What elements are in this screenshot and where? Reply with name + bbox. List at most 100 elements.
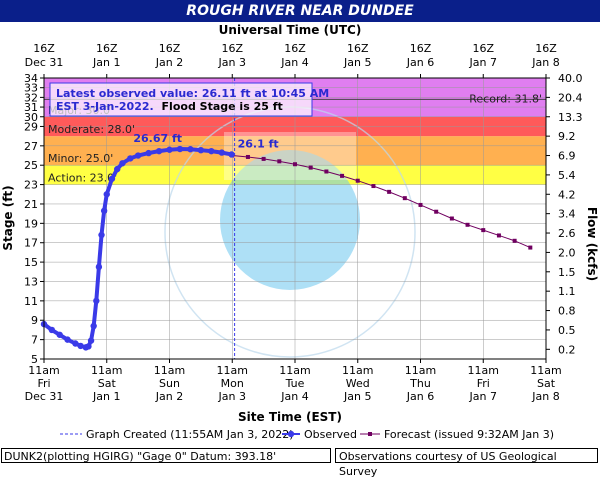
- site-tick-time: 11am: [279, 364, 310, 377]
- site-tick-time: 11am: [468, 364, 499, 377]
- site-tick-day: Fri: [477, 377, 490, 390]
- site-tick-day: Thu: [409, 377, 431, 390]
- observed-point: [119, 160, 126, 167]
- site-tick-date: Jan 8: [531, 390, 559, 403]
- forecast-point: [434, 209, 439, 214]
- observed-point: [145, 149, 152, 157]
- stage-tick-label: 15: [24, 256, 38, 269]
- flood-label-minor: Minor: 25.0': [48, 152, 113, 165]
- observed-point: [64, 336, 71, 343]
- observed-point: [93, 297, 100, 305]
- utc-tick-date: Jan 5: [343, 56, 371, 69]
- observed-point: [100, 207, 108, 214]
- utc-tick-label: 16Z: [284, 42, 306, 55]
- latest-observed-box: Latest observed value: 26.11 ft at 10:45…: [49, 82, 329, 117]
- stage-tick-label: 17: [24, 237, 38, 250]
- legend-forecast-dot: [368, 432, 372, 436]
- stage-tick-label: 25: [24, 159, 38, 172]
- annotation-0: 26.67 ft: [133, 132, 182, 145]
- utc-tick-date: Jan 2: [155, 56, 183, 69]
- stage-axis-title: Stage (ft): [1, 185, 15, 250]
- latest-line1: Latest observed value: 26.11 ft at 10:45…: [56, 87, 329, 100]
- observed-point: [127, 155, 134, 162]
- annotation-1: 26.1 ft: [238, 137, 279, 150]
- observed-point: [228, 151, 235, 158]
- site-tick-time: 11am: [217, 364, 248, 377]
- site-tick-date: Jan 1: [92, 390, 120, 403]
- flow-tick-label: 1.5: [558, 266, 576, 279]
- value-annotations: 26.67 ft 26.1 ft: [133, 132, 278, 150]
- datum-footer: DUNK2(plotting HGIRG) "Gage 0" Datum: 39…: [1, 448, 331, 463]
- stage-tick-label: 21: [24, 198, 38, 211]
- observed-point: [155, 147, 163, 155]
- flow-tick-label: 5.4: [558, 169, 576, 182]
- utc-tick-date: Jan 6: [406, 56, 434, 69]
- forecast-point: [512, 238, 517, 243]
- utc-tick-date: Jan 3: [218, 56, 246, 69]
- stage-tick-label: 13: [24, 275, 38, 288]
- utc-tick-date: Jan 7: [469, 56, 497, 69]
- chart-title: ROUGH RIVER NEAR DUNDEE: [0, 0, 600, 22]
- observed-point: [187, 146, 194, 153]
- observed-point: [98, 231, 105, 239]
- stage-tick-label: 23: [24, 179, 38, 192]
- observed-point: [166, 146, 173, 153]
- forecast-point: [340, 173, 345, 178]
- forecast-point: [245, 154, 250, 159]
- observed-point: [87, 337, 95, 344]
- stage-tick-label: 9: [31, 314, 38, 327]
- flow-tick-label: 4.2: [558, 188, 576, 201]
- site-tick-day: Sat: [98, 377, 117, 390]
- flow-tick-label: 9.2: [558, 130, 576, 143]
- forecast-point: [418, 202, 423, 207]
- forecast-point: [308, 165, 313, 170]
- forecast-point: [324, 169, 329, 174]
- stage-tick-label: 7: [31, 334, 38, 347]
- forecast-point: [277, 159, 282, 164]
- utc-tick-label: 16Z: [535, 42, 557, 55]
- forecast-point: [387, 189, 392, 194]
- stage-tick-label: 11: [24, 295, 38, 308]
- utc-tick-label: 16Z: [472, 42, 494, 55]
- flow-tick-label: 13.3: [558, 111, 583, 124]
- observations-credit: Observations courtesy of US Geological S…: [335, 448, 598, 478]
- observed-point: [114, 165, 121, 173]
- stage-tick-label: 5: [31, 353, 38, 366]
- utc-tick-label: 16Z: [33, 42, 55, 55]
- site-tick-date: Jan 2: [155, 390, 183, 403]
- stage-tick-label: 31: [24, 101, 38, 114]
- site-tick-day: Tue: [285, 377, 305, 390]
- stage-tick-label: 30: [24, 111, 38, 124]
- stage-tick-label: 29: [24, 120, 38, 133]
- site-tick-date: Jan 7: [469, 390, 497, 403]
- site-tick-date: Jan 3: [218, 390, 246, 403]
- legend-observed-dot: [287, 430, 295, 438]
- site-tick-time: 11am: [342, 364, 373, 377]
- observed-point: [208, 147, 215, 155]
- stage-tick-label: 27: [24, 140, 38, 153]
- utc-tick-label: 16Z: [347, 42, 369, 55]
- flood-stage-text: Flood Stage is 25 ft: [162, 100, 283, 113]
- observed-point: [176, 145, 184, 153]
- flow-axis-title: Flow (kcfs): [585, 207, 599, 281]
- forecast-point: [449, 216, 454, 221]
- forecast-point: [293, 162, 297, 167]
- utc-tick-date: Jan 4: [280, 56, 308, 69]
- site-tick-date: Jan 4: [280, 390, 308, 403]
- observed-point: [48, 326, 56, 334]
- site-tick-day: Fri: [37, 377, 50, 390]
- utc-tick-label: 16Z: [159, 42, 181, 55]
- observed-point: [197, 146, 205, 154]
- site-tick-day: Sat: [537, 377, 556, 390]
- record-label: Record: 31.8': [469, 92, 542, 105]
- forecast-point: [465, 222, 470, 227]
- stage-tick-label: 32: [24, 91, 38, 104]
- flow-tick-label: 6.9: [558, 150, 576, 163]
- observed-point: [56, 331, 63, 338]
- legend-observed: Observed: [304, 428, 357, 441]
- site-tick-time: 11am: [154, 364, 185, 377]
- hydrograph-chart: Action: 23.0' Minor: 25.0' Moderate: 28.0'…: [1, 23, 599, 441]
